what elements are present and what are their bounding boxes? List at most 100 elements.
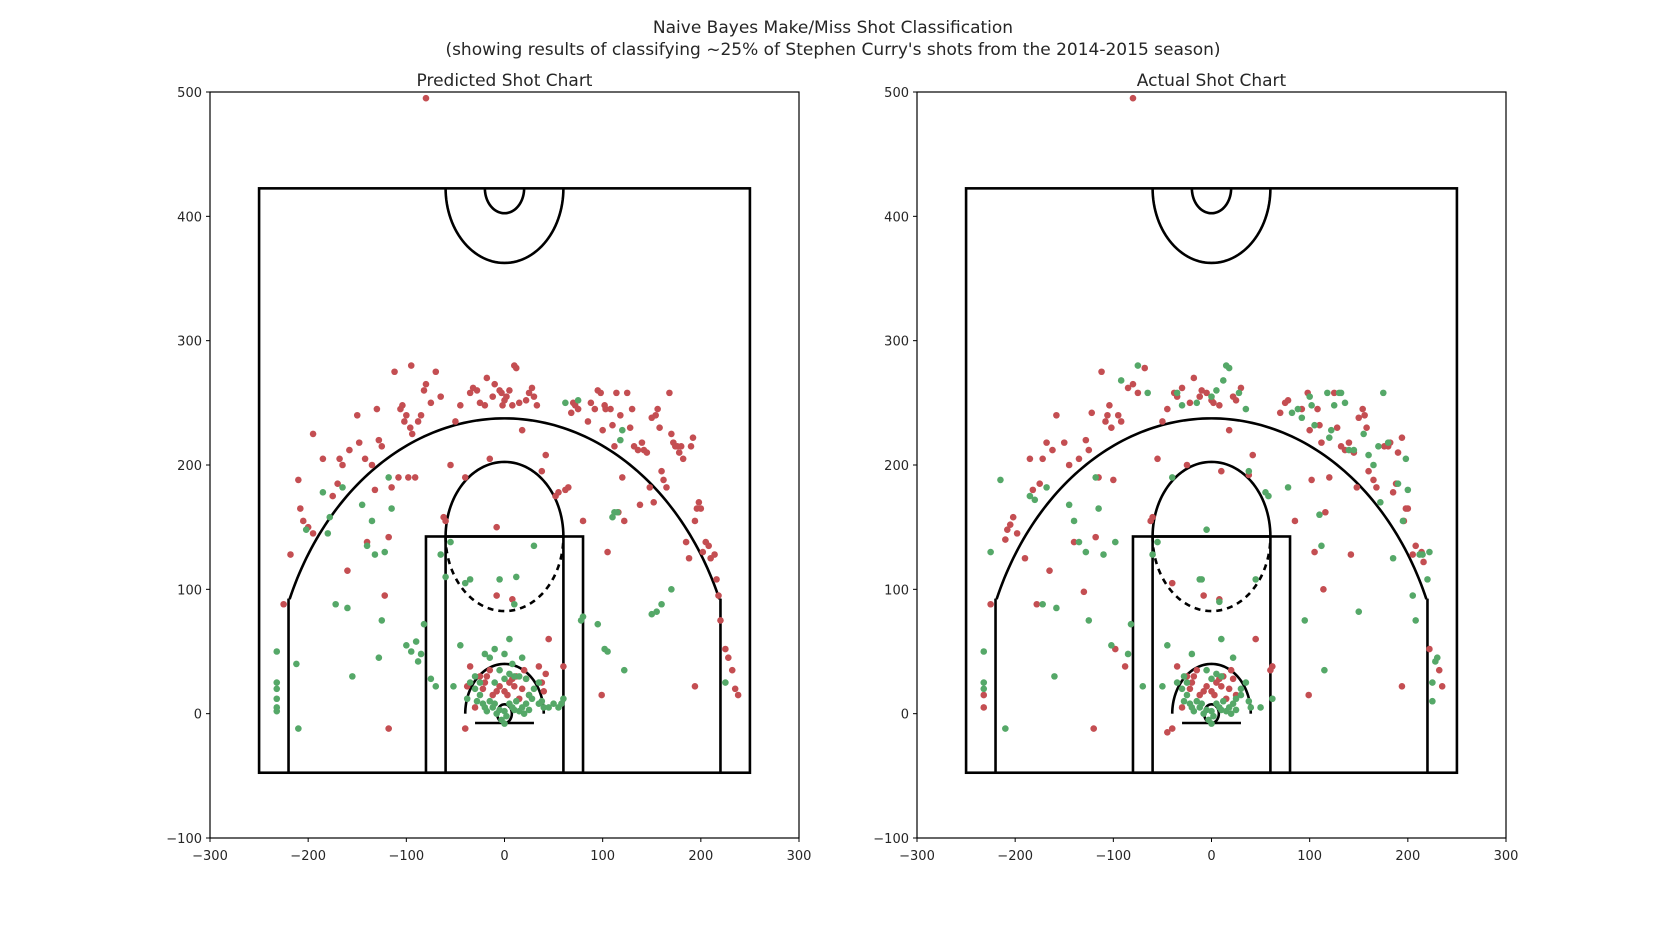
y-tick-label: 0 [194, 708, 202, 723]
shot-point [1227, 666, 1235, 674]
shot-point [1247, 704, 1255, 711]
shot-point [1394, 480, 1402, 487]
shot-point [1245, 697, 1253, 705]
shot-point [344, 567, 351, 574]
shot-point [530, 685, 538, 693]
shot-point [1088, 409, 1096, 417]
shot-point [1159, 418, 1166, 425]
shot-point [609, 421, 616, 429]
shot-point [567, 409, 575, 417]
shot-point [980, 704, 988, 711]
shot-point [1173, 389, 1181, 397]
shot-point [1360, 430, 1367, 438]
shot-point [1389, 489, 1397, 496]
shot-point [689, 434, 697, 441]
shot-point [1183, 679, 1191, 686]
shot-point [1316, 511, 1323, 519]
shot-point [1373, 484, 1380, 491]
shot-point [471, 704, 479, 711]
shot-point [371, 486, 379, 494]
shot-point [466, 576, 474, 583]
shot-point [987, 548, 994, 556]
shot-point [614, 508, 621, 516]
shot-point [1053, 604, 1060, 612]
shot-point [734, 691, 742, 699]
shot-point [1249, 451, 1257, 459]
shot-point [628, 405, 636, 413]
x-tick-label: 0 [1207, 849, 1215, 864]
shot-point [1178, 685, 1186, 693]
shot-point [504, 691, 511, 699]
shot-point [1412, 542, 1419, 550]
shot-point [375, 654, 383, 662]
shot-point [1438, 683, 1446, 690]
shot-point [565, 484, 572, 491]
shot-point [1294, 405, 1302, 413]
court-outline [257, 187, 752, 775]
y-tick-label: 200 [884, 459, 909, 474]
shot-point [1232, 397, 1240, 404]
shot-point [1168, 474, 1176, 481]
shot-point [506, 670, 513, 678]
shot-point [1326, 474, 1333, 481]
shot-point [1210, 399, 1217, 407]
shot-point [1198, 387, 1205, 394]
shot-point [388, 505, 395, 512]
shot-point [1429, 697, 1436, 705]
shot-point [1237, 384, 1245, 392]
shot-point [687, 443, 695, 450]
shot-point [1178, 704, 1186, 711]
shot-point [1004, 526, 1011, 533]
shot-point [520, 710, 528, 717]
shot-point [309, 530, 317, 537]
shot-point [1002, 536, 1009, 543]
shot-point [1190, 374, 1198, 382]
shot-point [1080, 588, 1088, 596]
shot-point [512, 364, 520, 372]
restricted-area-arc [1170, 662, 1253, 714]
shot-point [1269, 695, 1276, 703]
shot-point [626, 424, 634, 432]
shot-point [668, 430, 675, 438]
shot-point [699, 548, 707, 556]
shot-point [691, 683, 699, 690]
x-tick-label: 100 [590, 849, 615, 864]
shot-point [363, 542, 371, 550]
shot-point [1106, 402, 1113, 409]
shot-point [722, 679, 729, 686]
shot-point [1117, 418, 1125, 425]
y-tick-label: 500 [177, 86, 202, 101]
shot-point [463, 695, 471, 703]
shot-point [591, 405, 599, 413]
shot-point [437, 551, 444, 558]
shot-point [1144, 389, 1151, 397]
shot-point [403, 411, 410, 419]
shot-point [1168, 725, 1176, 732]
shot-point [715, 592, 722, 599]
shot-point [1345, 439, 1353, 446]
shot-point [501, 720, 508, 727]
shot-point [1330, 402, 1338, 409]
shot-point [522, 700, 530, 708]
free-throw-arc-top [1151, 460, 1272, 537]
shot-point [1065, 501, 1073, 509]
shot-point [560, 663, 567, 670]
free-throw-arc-bottom [444, 536, 565, 613]
shot-point [503, 712, 510, 720]
shot-point [528, 384, 536, 392]
shot-point [1092, 533, 1099, 541]
shot-point [1026, 492, 1034, 500]
shot-point [1111, 538, 1119, 546]
shot-point [1164, 641, 1171, 649]
shot-point [447, 538, 454, 546]
shot-point [1193, 399, 1201, 407]
y-tick-label: 500 [884, 86, 909, 101]
shot-point [1341, 399, 1349, 407]
shot-point [491, 645, 498, 653]
figure-title: Naive Bayes Make/Miss Shot Classificatio… [652, 18, 1014, 38]
shot-point [1180, 697, 1188, 705]
shot-point [579, 613, 587, 620]
shot-point [473, 697, 481, 705]
x-tick-label: 200 [1395, 849, 1420, 864]
shot-point [1435, 666, 1443, 674]
